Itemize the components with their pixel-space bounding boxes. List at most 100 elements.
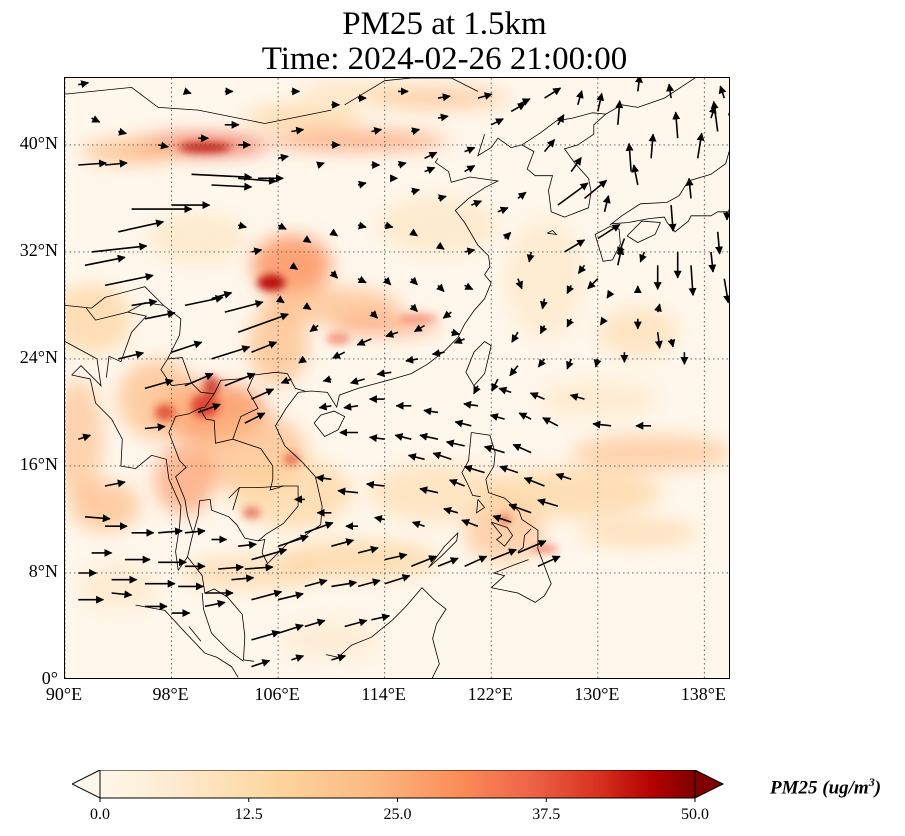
wind-vector [409, 303, 418, 312]
wind-vector [397, 160, 407, 169]
wind-vector [218, 563, 244, 572]
wind-vector [275, 295, 285, 304]
wind-vector [280, 376, 292, 385]
lat-tick-label: 40°N [19, 132, 58, 153]
wind-vector [118, 127, 128, 136]
wind-vector [131, 298, 158, 307]
wind-vector [592, 420, 612, 429]
wind-vector [575, 90, 584, 106]
wind-vector [302, 235, 312, 244]
wind-vector [369, 310, 378, 319]
wind-vector [111, 590, 133, 599]
wind-vector [631, 164, 640, 186]
lat-tick-label: 8°N [28, 560, 58, 581]
wind-vector [718, 85, 727, 99]
wind-vector [237, 312, 289, 333]
wind-vector [309, 323, 319, 333]
wind-vector [715, 231, 724, 255]
wind-vector [84, 514, 111, 523]
wind-vector [423, 407, 439, 416]
wind-vector [357, 545, 379, 554]
lat-tick-label: 16°N [19, 453, 58, 474]
wind-vector [413, 324, 426, 333]
wind-vector [672, 111, 681, 139]
wind-vector [483, 444, 505, 454]
wind-vector [599, 316, 608, 326]
wind-vector [277, 222, 287, 230]
wind-vector [555, 472, 572, 481]
wind-vector [331, 654, 347, 662]
wind-vector [371, 613, 391, 622]
wind-vector [277, 591, 304, 601]
wind-vector [158, 141, 169, 150]
wind-vector [184, 372, 214, 387]
wind-vector [437, 194, 447, 203]
wind-vector [543, 138, 556, 153]
wind-vector [118, 219, 165, 233]
wind-vector [384, 552, 408, 561]
wind-vector [277, 534, 309, 547]
wind-vector [409, 228, 418, 237]
wind-vector [382, 276, 392, 286]
wind-vector [454, 419, 472, 428]
wind-vector [424, 166, 436, 174]
map-title-line2: Time: 2024-02-26 21:00:00 [261, 41, 628, 77]
wind-vector [384, 221, 394, 230]
wind-vector [365, 480, 385, 489]
wind-vector [78, 159, 108, 168]
wind-vector [517, 191, 527, 200]
wind-vector [184, 527, 206, 536]
wind-vector [251, 247, 263, 256]
wind-vector [411, 520, 425, 529]
wind-vector [331, 351, 346, 359]
wind-vector [277, 623, 304, 634]
wind-vector [596, 92, 605, 112]
wind-vector [602, 195, 611, 212]
colorbar [72, 770, 725, 802]
wind-vector [490, 548, 517, 561]
wind-vector [291, 654, 305, 662]
colorbar-tick-label: 37.5 [532, 806, 561, 823]
wind-vector [304, 521, 334, 534]
lat-tick-label: 24°N [19, 346, 58, 367]
wind-vector [244, 563, 274, 572]
wind-vector [331, 538, 355, 547]
wind-vector [492, 514, 512, 523]
wind-vector [473, 385, 481, 395]
wind-vector [453, 336, 465, 344]
wind-vector [411, 187, 421, 196]
wind-vector [570, 156, 582, 173]
wind-vectors [78, 78, 729, 668]
wind-vector [238, 541, 257, 549]
wind-vector [537, 498, 559, 507]
wind-vector [615, 100, 624, 125]
wind-vector [318, 402, 332, 411]
wind-vector [508, 503, 532, 514]
wind-vector [204, 599, 226, 608]
wind-vector [597, 223, 621, 240]
wind-vector [634, 78, 643, 92]
wind-vector [463, 464, 485, 474]
wind-vector [304, 578, 328, 588]
wind-vector [224, 372, 256, 387]
wind-vector [566, 285, 574, 295]
wind-vector [357, 275, 367, 284]
wind-vector [566, 358, 574, 370]
map-panel [64, 77, 730, 679]
wind-vector [298, 355, 308, 364]
wind-vector [238, 221, 247, 230]
wind-vector [394, 433, 412, 441]
wind-vector [211, 182, 253, 191]
coastlines [65, 78, 729, 678]
wind-vector [84, 254, 126, 267]
wind-vector [437, 113, 449, 122]
wind-vector [539, 325, 548, 335]
wind-vector [583, 179, 608, 200]
wind-vector [368, 434, 385, 443]
wind-vector [668, 205, 677, 232]
colorbar-gradient [100, 770, 695, 798]
lon-tick-label: 138°E [680, 684, 726, 704]
wind-vector [144, 310, 176, 320]
wind-vector [708, 251, 717, 273]
wind-vector [587, 278, 599, 290]
